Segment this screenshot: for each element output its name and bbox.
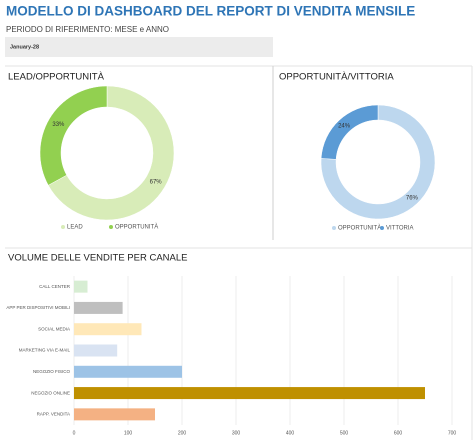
y-tick-label: CALL CENTER <box>39 284 71 289</box>
donut-segment <box>47 85 175 221</box>
donut-segment <box>320 104 379 160</box>
legend-marker <box>61 225 65 229</box>
bar <box>74 365 182 378</box>
data-label: 33% <box>52 122 65 128</box>
x-tick-label: 300 <box>232 430 241 436</box>
chart-title: LEAD/OPPORTUNITÀ <box>8 72 105 83</box>
x-tick-label: 0 <box>73 430 76 436</box>
bar <box>74 280 88 293</box>
x-tick-label: 400 <box>286 430 295 436</box>
legend-marker <box>380 226 384 230</box>
x-tick-label: 200 <box>178 430 187 436</box>
legend-label: OPPORTUNITÀ <box>115 224 158 231</box>
y-tick-label: RAPP. VENDITA <box>37 412 70 417</box>
bar <box>74 408 155 421</box>
bar <box>74 301 123 314</box>
data-label: 76% <box>406 196 419 202</box>
bar <box>74 387 425 400</box>
date-text: January-28 <box>10 44 39 50</box>
legend-marker <box>109 225 113 229</box>
data-label: 24% <box>338 123 351 129</box>
legend-label: LEAD <box>67 225 83 231</box>
donut-segment <box>320 104 436 220</box>
x-tick-label: 700 <box>448 430 457 436</box>
page-subtitle: PERIODO DI RIFERIMENTO: MESE e ANNO <box>6 25 169 34</box>
chart-title: VOLUME DELLE VENDITE PER CANALE <box>8 253 188 264</box>
page-title: MODELLO DI DASHBOARD DEL REPORT DI VENDI… <box>6 4 415 19</box>
y-tick-label: MARKETING VIA E-MAIL <box>19 348 71 353</box>
chart-title: OPPORTUNITÀ/VITTORIA <box>279 72 394 83</box>
bar <box>74 323 142 336</box>
legend-label: OPPORTUNITÀ <box>338 225 381 232</box>
data-label: 67% <box>150 179 163 185</box>
x-tick-label: 100 <box>124 430 133 436</box>
date-box <box>5 37 273 57</box>
y-tick-label: NEGOZIO ONLINE <box>31 390 70 395</box>
x-tick-label: 500 <box>340 430 349 436</box>
legend-marker <box>332 226 336 230</box>
y-tick-label: SOCIAL MEDIA <box>38 326 70 331</box>
y-tick-label: NEGOZIO FISICO <box>33 369 71 374</box>
donut-segment <box>39 85 108 186</box>
legend-label: VITTORIA <box>386 226 414 232</box>
y-tick-label: APP PER DISPOSITIVI MOBILI <box>6 305 70 310</box>
bar <box>74 344 118 357</box>
x-tick-label: 600 <box>394 430 403 436</box>
